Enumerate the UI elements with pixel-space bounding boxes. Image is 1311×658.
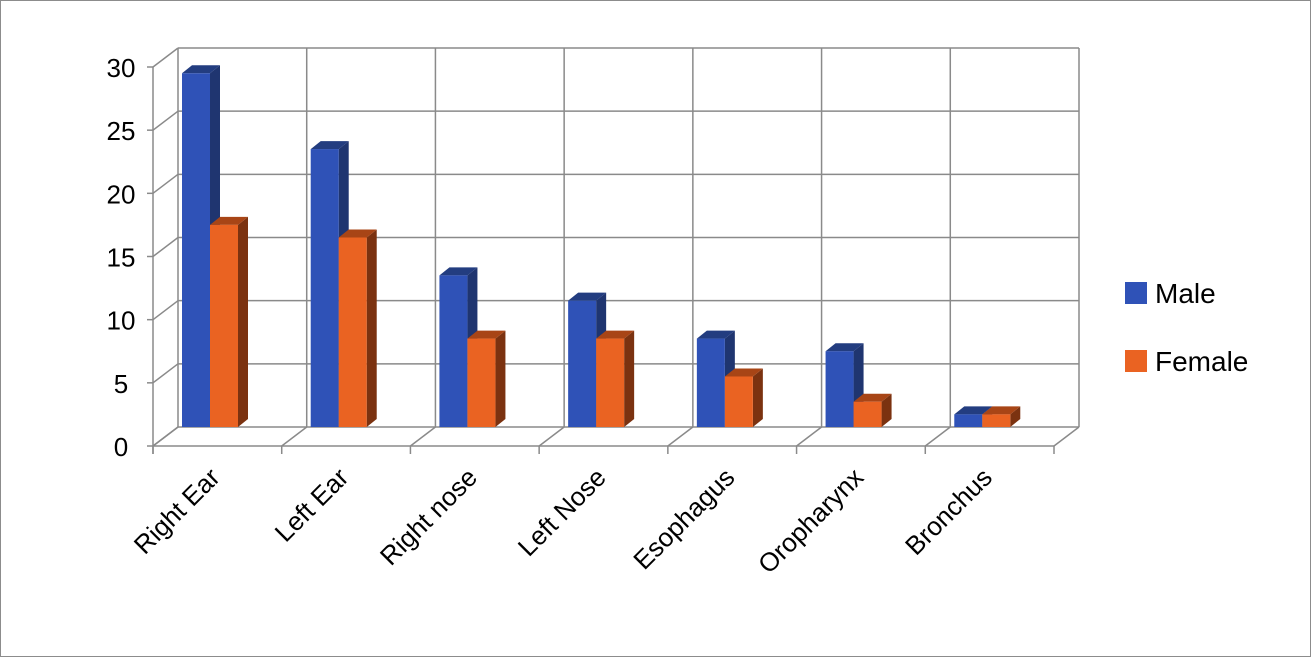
bar-top [825, 343, 864, 352]
bar-top [439, 267, 478, 276]
bar-side [238, 216, 248, 427]
bar-front [982, 414, 1011, 427]
y-tick-label: 15 [107, 243, 136, 273]
floor-depth-line [667, 426, 694, 447]
bar-top [982, 406, 1021, 415]
bar-side [624, 330, 635, 427]
floor-depth-line [924, 426, 951, 447]
floor-depth-line [538, 426, 565, 447]
y-tick-label: 5 [114, 369, 128, 399]
bar-top [853, 393, 892, 402]
bar-side [881, 393, 892, 427]
legend-swatch-female [1125, 350, 1147, 372]
gridline-side [152, 47, 179, 68]
bar-top [467, 330, 506, 339]
bar-front [182, 73, 210, 428]
bar-front [338, 237, 367, 427]
bar-female-esophagus [724, 368, 763, 427]
x-tick-label: Right Ear [128, 462, 226, 560]
x-tick-label: Bronchus [899, 462, 998, 561]
grid-layer [147, 47, 1080, 454]
bar-front [825, 351, 854, 427]
y-axis: 0 5 10 15 20 25 30 [107, 53, 136, 462]
bar-front [954, 414, 983, 427]
bar-front [568, 300, 597, 427]
x-axis: Right Ear Left Ear Right nose Left Nose Esop… [128, 462, 998, 580]
legend-swatch-male [1125, 282, 1147, 304]
bar-front [724, 376, 753, 427]
bar-female-right-ear [210, 216, 248, 427]
bar-top [568, 292, 607, 301]
bar-side [366, 229, 377, 427]
legend-label-male: Male [1155, 278, 1216, 309]
bar-female-left-ear [338, 229, 377, 427]
bar-front [467, 338, 496, 427]
x-tick-label: Left Ear [269, 462, 355, 548]
x-tick-label: Oropharynx [752, 462, 869, 579]
gridline-side [152, 236, 179, 258]
legend-label-female: Female [1155, 346, 1248, 377]
bar-top [696, 330, 735, 339]
bar-top [954, 406, 993, 415]
x-tick-label: Right nose [374, 462, 483, 571]
y-tick-label: 20 [107, 179, 136, 209]
x-tick-label: Left Nose [512, 462, 612, 562]
bar-front [210, 224, 238, 427]
bar-top [182, 65, 220, 74]
floor-depth-line [281, 426, 308, 447]
bar-front [853, 401, 882, 427]
bar-top [724, 368, 763, 377]
bar-top [338, 229, 377, 238]
y-tick-label: 10 [107, 306, 136, 336]
bar-front [310, 149, 339, 428]
x-tick-label: Esophagus [627, 462, 740, 575]
bar-side [752, 368, 763, 427]
bar-front [696, 338, 725, 427]
gridline-side [152, 300, 179, 321]
bar-layer [182, 65, 1021, 428]
bar-female-bronchus [982, 406, 1021, 427]
y-tick-label: 0 [114, 432, 128, 462]
gridline-side [152, 110, 179, 131]
floor-depth-line [409, 426, 436, 447]
bar-top [310, 141, 349, 150]
bar-female-oropharynx [853, 393, 892, 427]
gridline-side [152, 173, 179, 194]
bar-female-left-nose [596, 330, 635, 427]
floor-depth-line [1053, 426, 1080, 447]
bar-female-right-nose [467, 330, 506, 427]
bar-top [210, 216, 248, 225]
y-tick-label: 30 [107, 53, 136, 83]
legend: Male Female [1125, 278, 1248, 377]
bar-front [439, 275, 468, 427]
y-tick-label: 25 [107, 116, 136, 146]
bar-side [1010, 406, 1021, 427]
bar-side [495, 330, 506, 427]
bar-top [596, 330, 635, 339]
floor-depth-line [796, 426, 823, 447]
bar-front [596, 338, 625, 427]
gridline-side [152, 363, 179, 384]
floor-depth-line [152, 426, 179, 447]
